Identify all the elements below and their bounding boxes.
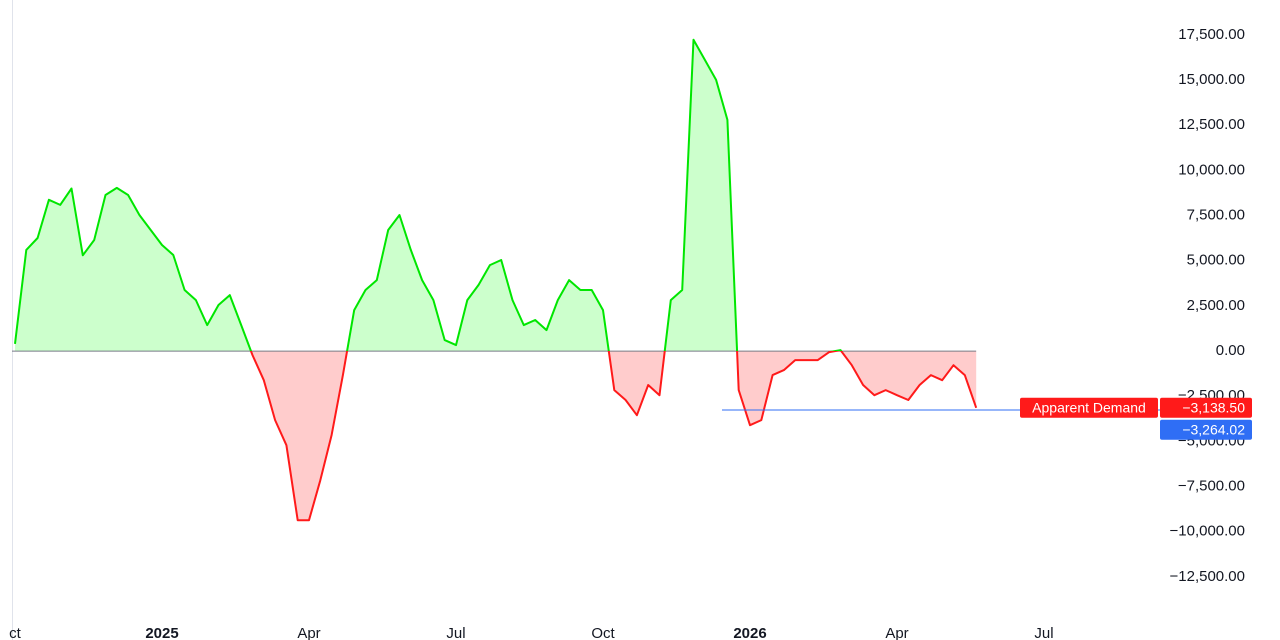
y-tick-label: 2,500.00 bbox=[1187, 297, 1245, 314]
reference-label: −3,264.02 bbox=[1182, 421, 1245, 437]
y-tick-label: 12,500.00 bbox=[1178, 116, 1245, 133]
x-tick-label: Oct bbox=[591, 625, 615, 640]
last-value-tag bbox=[1160, 397, 1252, 418]
area bbox=[15, 39, 977, 521]
x-tick-label: Jul bbox=[1034, 625, 1053, 640]
x-tick-label: Apr bbox=[885, 625, 908, 640]
x-tick-label: ct bbox=[9, 625, 22, 640]
y-tick-label: −10,000.00 bbox=[1170, 523, 1246, 540]
y-tick-label: 0.00 bbox=[1216, 342, 1245, 359]
x-tick-label: Apr bbox=[297, 625, 320, 640]
y-tick-label: 7,500.00 bbox=[1187, 207, 1245, 224]
x-tick-label: 2025 bbox=[145, 625, 178, 640]
y-tick-label: −7,500.00 bbox=[1178, 478, 1245, 495]
y-tick-label: −12,500.00 bbox=[1170, 568, 1246, 585]
series-name: Apparent Demand bbox=[1032, 399, 1146, 415]
x-tick-label: 2026 bbox=[733, 625, 766, 640]
y-tick-label: 15,000.00 bbox=[1178, 71, 1245, 88]
reference-tag bbox=[1160, 419, 1252, 440]
line bbox=[14, 38, 978, 522]
y-tick-label: 5,000.00 bbox=[1187, 252, 1245, 269]
series-name-tag bbox=[1020, 397, 1158, 418]
y-tick-label: 17,500.00 bbox=[1178, 26, 1245, 43]
y-tick-label: 10,000.00 bbox=[1178, 161, 1245, 178]
last-value-label: −3,138.50 bbox=[1182, 399, 1245, 415]
x-tick-label: Jul bbox=[446, 625, 465, 640]
